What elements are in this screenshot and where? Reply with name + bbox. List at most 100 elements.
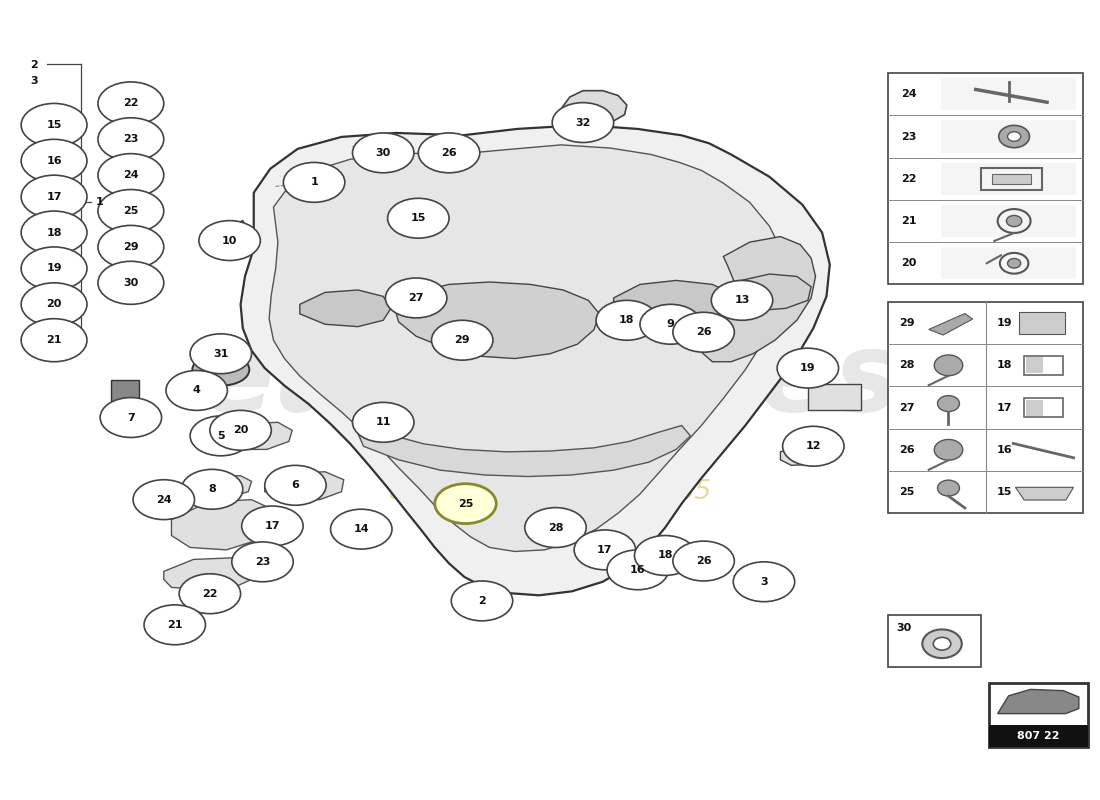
Ellipse shape [192, 354, 250, 386]
Text: 22: 22 [123, 98, 139, 109]
Ellipse shape [98, 154, 164, 197]
Bar [807, 384, 860, 410]
Text: 20: 20 [46, 299, 62, 310]
Ellipse shape [552, 102, 614, 142]
Ellipse shape [133, 480, 195, 519]
Text: 807 22: 807 22 [1018, 731, 1059, 741]
Text: 18: 18 [46, 227, 62, 238]
Ellipse shape [21, 318, 87, 362]
Ellipse shape [640, 304, 702, 344]
Bar [989, 725, 1088, 746]
Ellipse shape [100, 398, 162, 438]
Ellipse shape [352, 402, 414, 442]
Ellipse shape [777, 348, 838, 388]
Ellipse shape [451, 581, 513, 621]
Text: 26: 26 [441, 148, 456, 158]
Text: 32: 32 [575, 118, 591, 127]
Bar [992, 174, 1031, 183]
Text: 17: 17 [597, 545, 613, 555]
Text: 27: 27 [899, 402, 914, 413]
Ellipse shape [673, 312, 735, 352]
Circle shape [999, 126, 1030, 148]
Polygon shape [1015, 487, 1074, 500]
Ellipse shape [190, 416, 252, 456]
Text: 16: 16 [630, 565, 646, 575]
Ellipse shape [331, 510, 392, 549]
Text: a passion for since 1985: a passion for since 1985 [389, 478, 711, 505]
Circle shape [1006, 215, 1022, 226]
Ellipse shape [352, 133, 414, 173]
Polygon shape [164, 558, 252, 590]
Text: 27: 27 [408, 293, 424, 303]
Bar [940, 247, 1076, 279]
Text: 22: 22 [901, 174, 916, 184]
Text: 15: 15 [997, 487, 1012, 497]
Circle shape [937, 396, 959, 411]
Ellipse shape [182, 470, 243, 510]
Text: 7: 7 [126, 413, 134, 422]
Polygon shape [702, 237, 815, 362]
Text: 9: 9 [667, 319, 674, 330]
Text: 10: 10 [222, 235, 238, 246]
Text: 30: 30 [896, 623, 912, 634]
Text: 1: 1 [310, 178, 318, 187]
Polygon shape [358, 426, 691, 477]
Text: 17: 17 [265, 521, 280, 531]
Text: 22: 22 [202, 589, 218, 598]
Ellipse shape [98, 190, 164, 233]
Ellipse shape [607, 550, 669, 590]
Ellipse shape [242, 506, 304, 546]
Bar [111, 380, 139, 428]
Ellipse shape [98, 82, 164, 125]
Text: 13: 13 [735, 295, 750, 306]
Text: 4: 4 [192, 386, 200, 395]
Text: 28: 28 [899, 360, 914, 370]
Ellipse shape [98, 226, 164, 269]
Text: 14: 14 [353, 524, 370, 534]
Text: 24: 24 [123, 170, 139, 180]
Bar [981, 168, 1042, 190]
Ellipse shape [673, 541, 735, 581]
Bar [989, 683, 1088, 746]
Text: 29: 29 [899, 318, 914, 328]
Text: 26: 26 [696, 556, 712, 566]
Ellipse shape [232, 542, 294, 582]
Text: 19: 19 [997, 318, 1012, 328]
Ellipse shape [166, 370, 228, 410]
Ellipse shape [210, 410, 272, 450]
Text: 24: 24 [156, 494, 172, 505]
Ellipse shape [596, 300, 658, 340]
Ellipse shape [21, 103, 87, 146]
Text: 18: 18 [997, 360, 1012, 370]
Bar [1026, 358, 1043, 374]
Polygon shape [194, 476, 252, 498]
Text: 8: 8 [208, 484, 216, 494]
Text: 29: 29 [123, 242, 139, 252]
Ellipse shape [284, 162, 344, 202]
Ellipse shape [21, 247, 87, 290]
Ellipse shape [525, 508, 586, 547]
Polygon shape [270, 145, 785, 551]
Text: 25: 25 [123, 206, 139, 216]
Ellipse shape [385, 278, 447, 318]
Text: 16: 16 [997, 445, 1012, 455]
Polygon shape [172, 500, 276, 550]
Ellipse shape [712, 281, 772, 320]
Text: 30: 30 [375, 148, 390, 158]
Text: 3: 3 [31, 76, 38, 86]
Bar [888, 302, 1084, 514]
Circle shape [1008, 132, 1021, 142]
Text: 6: 6 [292, 480, 299, 490]
Text: 29: 29 [454, 335, 470, 346]
Ellipse shape [144, 605, 206, 645]
Bar [1019, 312, 1065, 334]
Polygon shape [728, 274, 811, 310]
Ellipse shape [21, 211, 87, 254]
Text: 18: 18 [619, 315, 635, 326]
Text: 1: 1 [96, 198, 103, 207]
Circle shape [1008, 258, 1021, 268]
Text: 23: 23 [901, 131, 916, 142]
Ellipse shape [98, 262, 164, 304]
Text: 24: 24 [901, 90, 916, 99]
Text: 20: 20 [901, 258, 916, 268]
